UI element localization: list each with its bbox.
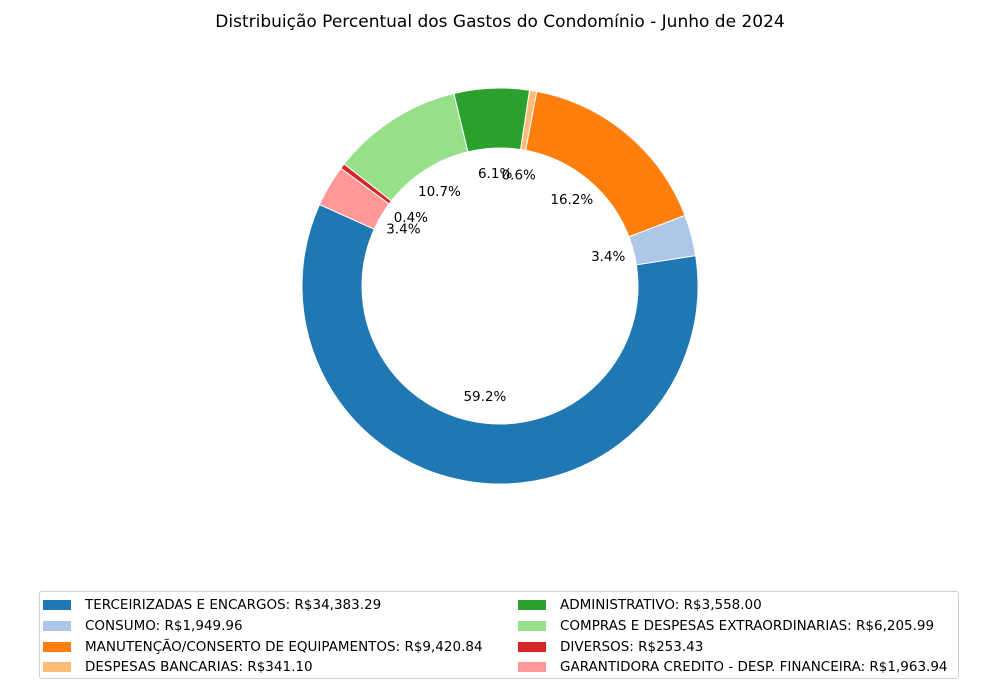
slice-percent-label-7: 3.4% — [386, 221, 420, 237]
slice-percent-label-6: 0.4% — [394, 210, 428, 226]
legend-item: TERCEIRIZADAS E ENCARGOS: R$34,383.29 — [43, 595, 381, 615]
legend-item: CONSUMO: R$1,949.96 — [43, 616, 243, 636]
legend-item: DESPESAS BANCARIAS: R$341.10 — [43, 657, 313, 677]
legend-label: MANUTENÇÃO/CONSERTO DE EQUIPAMENTOS: R$9… — [85, 639, 483, 655]
legend-label: DESPESAS BANCARIAS: R$341.10 — [85, 659, 313, 675]
legend-label: DIVERSOS: R$253.43 — [560, 639, 704, 655]
slice-percent-label-2: 16.2% — [550, 192, 593, 208]
legend-swatch — [518, 600, 546, 610]
legend-item: ADMINISTRATIVO: R$3,558.00 — [518, 595, 762, 615]
legend-label: TERCEIRIZADAS E ENCARGOS: R$34,383.29 — [85, 597, 382, 613]
legend-item: DIVERSOS: R$253.43 — [518, 637, 703, 657]
legend-swatch — [43, 662, 71, 672]
pie-slice-7 — [318, 167, 390, 230]
legend-label: COMPRAS E DESPESAS EXTRAORDINARIAS: R$6,… — [560, 618, 935, 634]
pie-slice-2 — [524, 90, 686, 238]
slice-percent-label-0: 59.2% — [463, 389, 506, 405]
legend-item: GARANTIDORA CREDITO - DESP. FINANCEIRA: … — [518, 657, 948, 677]
donut-chart: 59.2%3.4%16.2%0.6%6.1%10.7%0.4%3.4% — [301, 87, 699, 485]
legend-swatch — [518, 621, 546, 631]
chart-title: Distribuição Percentual dos Gastos do Co… — [215, 12, 785, 32]
slice-percent-label-3: 0.6% — [502, 168, 536, 184]
legend-swatch — [43, 600, 71, 610]
legend-swatch — [518, 642, 546, 652]
legend-label: ADMINISTRATIVO: R$3,558.00 — [560, 597, 762, 613]
legend-swatch — [43, 621, 71, 631]
slice-percent-label-5: 10.7% — [418, 184, 461, 200]
pie-slice-0 — [301, 203, 699, 485]
legend-item: COMPRAS E DESPESAS EXTRAORDINARIAS: R$6,… — [518, 616, 934, 636]
legend-item: MANUTENÇÃO/CONSERTO DE EQUIPAMENTOS: R$9… — [43, 637, 483, 657]
legend-label: GARANTIDORA CREDITO - DESP. FINANCEIRA: … — [560, 659, 948, 675]
legend-label: CONSUMO: R$1,949.96 — [85, 618, 243, 634]
legend-swatch — [43, 642, 71, 652]
legend: TERCEIRIZADAS E ENCARGOS: R$34,383.29 CON… — [39, 591, 959, 679]
legend-swatch — [518, 662, 546, 672]
slice-percent-label-1: 3.4% — [591, 249, 625, 265]
slice-percent-label-4: 6.1% — [478, 166, 512, 182]
